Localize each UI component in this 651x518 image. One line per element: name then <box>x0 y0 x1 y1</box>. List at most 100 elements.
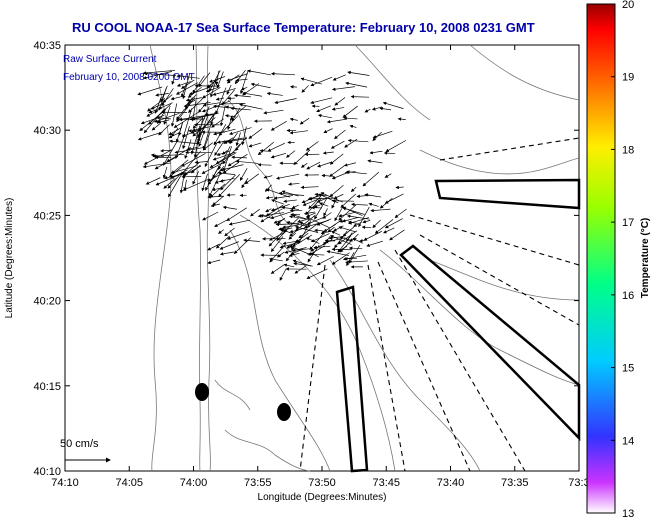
current-arrow <box>337 246 348 252</box>
current-arrow <box>181 153 206 167</box>
current-arrow <box>297 219 307 223</box>
current-arrow <box>185 97 202 102</box>
bathymetry-contours <box>149 44 580 472</box>
current-arrow <box>322 212 332 219</box>
current-arrow <box>228 219 251 226</box>
current-arrow <box>270 236 284 253</box>
legend-line-2: February 10, 2008 0200 GMT <box>63 72 195 83</box>
current-arrow <box>257 163 272 167</box>
current-arrow <box>298 221 312 245</box>
current-arrow <box>310 239 333 252</box>
current-arrow <box>384 173 392 178</box>
current-arrow <box>306 268 328 279</box>
current-arrow <box>294 265 307 274</box>
current-arrow <box>146 107 163 117</box>
current-arrow <box>310 233 330 243</box>
x-tick-label: 73:55 <box>244 477 272 489</box>
current-arrow <box>231 155 247 160</box>
current-arrow <box>314 197 328 220</box>
current-arrow <box>212 165 220 179</box>
current-arrow <box>192 75 205 94</box>
current-arrow <box>168 127 183 136</box>
current-arrow <box>222 205 238 210</box>
current-arrow <box>349 124 357 129</box>
current-arrow <box>338 211 356 218</box>
current-arrow <box>218 146 231 171</box>
x-tick-label: 73:50 <box>308 477 336 489</box>
current-arrow <box>220 174 236 191</box>
current-arrow <box>329 184 344 198</box>
current-arrow <box>257 141 275 156</box>
current-arrow <box>382 101 404 109</box>
x-tick-label: 73:45 <box>372 477 400 489</box>
current-arrow <box>188 97 204 114</box>
current-arrow <box>137 131 163 141</box>
current-arrow <box>171 159 189 174</box>
current-arrow <box>286 220 308 227</box>
current-arrow <box>347 70 370 76</box>
current-arrow <box>350 94 370 99</box>
current-arrow <box>268 231 286 241</box>
current-arrow <box>331 172 347 180</box>
current-arrow <box>209 172 222 197</box>
current-arrow <box>171 127 179 137</box>
current-arrow <box>328 236 344 240</box>
x-tick-label: 73:35 <box>501 477 529 489</box>
current-arrow <box>369 150 383 155</box>
current-arrow <box>331 198 337 209</box>
current-arrow <box>277 251 285 258</box>
colorbar-tick-label: 15 <box>622 363 634 375</box>
current-arrow <box>219 241 239 250</box>
current-arrow <box>158 124 170 136</box>
current-arrow <box>291 204 299 209</box>
x-axis-label: Longitude (Degrees:Minutes) <box>258 492 387 503</box>
current-arrow <box>176 108 186 121</box>
current-arrow <box>362 171 380 187</box>
current-arrow <box>231 107 241 122</box>
current-arrow <box>202 142 213 151</box>
current-arrow <box>364 108 371 113</box>
current-arrow <box>343 116 358 120</box>
current-arrow <box>329 153 344 165</box>
current-arrow <box>389 229 405 241</box>
current-arrow <box>317 161 332 168</box>
current-arrow <box>181 79 195 89</box>
current-arrow <box>229 127 252 136</box>
current-arrow <box>362 219 371 224</box>
current-arrow <box>319 202 329 207</box>
current-arrow <box>313 245 331 250</box>
current-arrow <box>182 126 190 150</box>
current-arrow <box>337 230 358 245</box>
current-arrow <box>169 139 199 145</box>
current-arrow <box>210 80 217 98</box>
current-arrow <box>248 142 262 148</box>
current-arrow <box>226 138 247 144</box>
current-arrow <box>294 214 316 232</box>
current-arrow <box>346 232 353 242</box>
current-arrow <box>163 105 171 125</box>
current-arrow <box>167 173 181 189</box>
y-tick-label: 40:10 <box>33 466 61 478</box>
current-arrow <box>186 99 196 105</box>
x-axis-ticks: 74:10 74:05 74:00 73:55 73:50 73:45 73:40 73:35… <box>51 45 590 489</box>
current-arrow <box>330 235 352 245</box>
x-tick-label: 74:10 <box>51 477 79 489</box>
current-arrow <box>248 128 263 139</box>
current-arrow <box>204 141 218 168</box>
current-arrow <box>316 256 334 266</box>
buoy-marker <box>277 403 291 421</box>
current-arrow <box>202 102 221 107</box>
x-tick-label: 73:3 <box>568 477 589 489</box>
current-arrow <box>342 206 363 216</box>
current-arrow <box>366 240 384 247</box>
y-tick-label: 40:25 <box>33 210 61 222</box>
current-arrow <box>226 207 247 222</box>
current-arrow <box>176 81 191 87</box>
current-arrow <box>192 118 203 129</box>
current-arrow <box>182 108 192 139</box>
current-arrow <box>270 152 287 159</box>
current-arrow <box>214 140 225 156</box>
current-arrow <box>330 140 345 149</box>
current-arrow <box>183 102 211 108</box>
current-arrow <box>216 71 224 89</box>
